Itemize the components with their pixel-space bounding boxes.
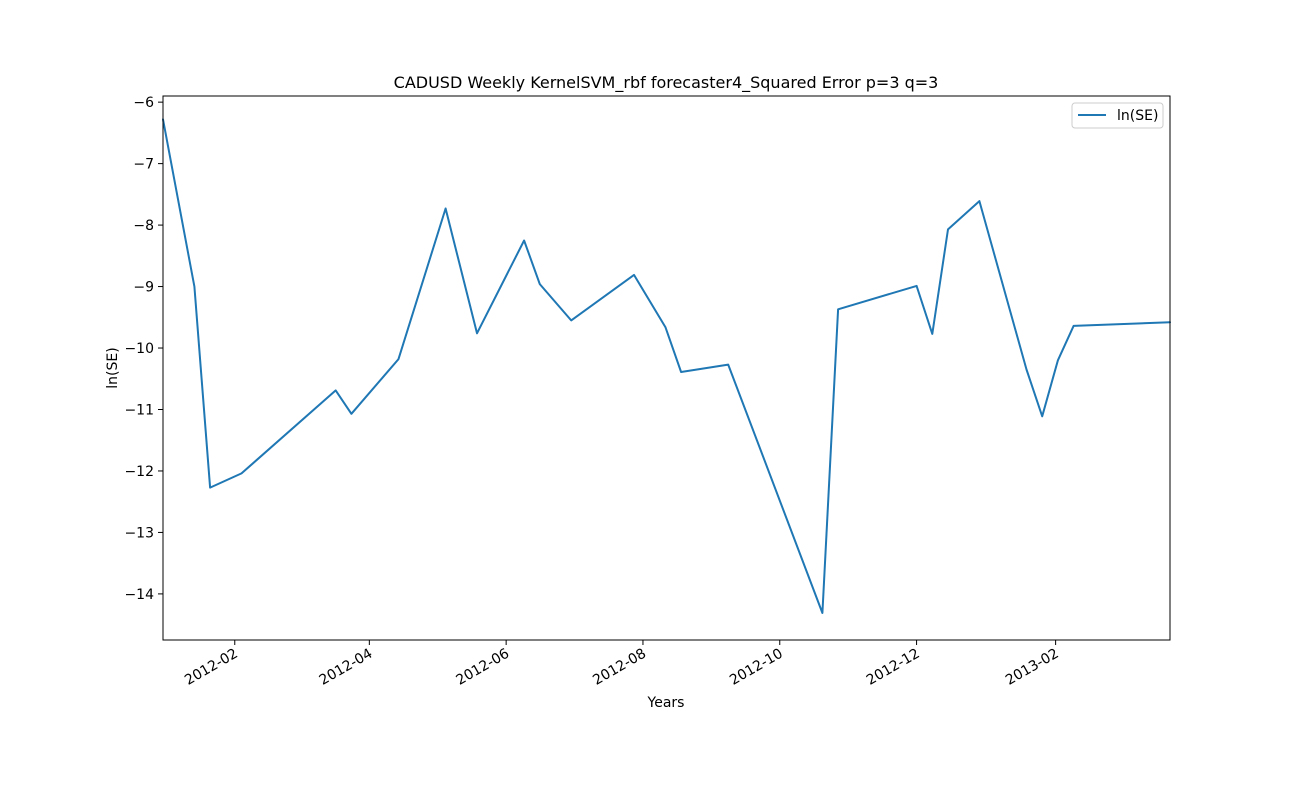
legend-box bbox=[1071, 102, 1164, 129]
y-tick-label: −6 bbox=[133, 95, 154, 111]
y-tick-label: −7 bbox=[133, 157, 154, 173]
legend-label-ln-se: ln(SE) bbox=[1117, 108, 1158, 124]
plot-area bbox=[162, 95, 1171, 641]
y-tick-label: −13 bbox=[124, 525, 154, 541]
y-tick-label: −10 bbox=[124, 341, 154, 357]
legend: ln(SE) bbox=[1071, 102, 1164, 129]
plot-frame bbox=[162, 95, 1171, 641]
series-line-ln-se bbox=[162, 118, 1171, 614]
y-tick-label: −14 bbox=[124, 587, 154, 603]
y-axis-label: ln(SE) bbox=[105, 347, 121, 388]
plot-background bbox=[163, 96, 1170, 640]
y-tick-label: −9 bbox=[133, 280, 154, 296]
chart-title: CADUSD Weekly KernelSVM_rbf forecaster4_… bbox=[394, 73, 939, 93]
y-tick-label: −11 bbox=[124, 402, 154, 418]
y-tick-label: −12 bbox=[124, 464, 154, 480]
y-axis: −6 −7 −8 −9 −10 −11 −12 −13 −14 bbox=[124, 95, 163, 603]
x-axis-label: Years bbox=[647, 695, 685, 711]
y-tick-label: −8 bbox=[133, 218, 154, 234]
